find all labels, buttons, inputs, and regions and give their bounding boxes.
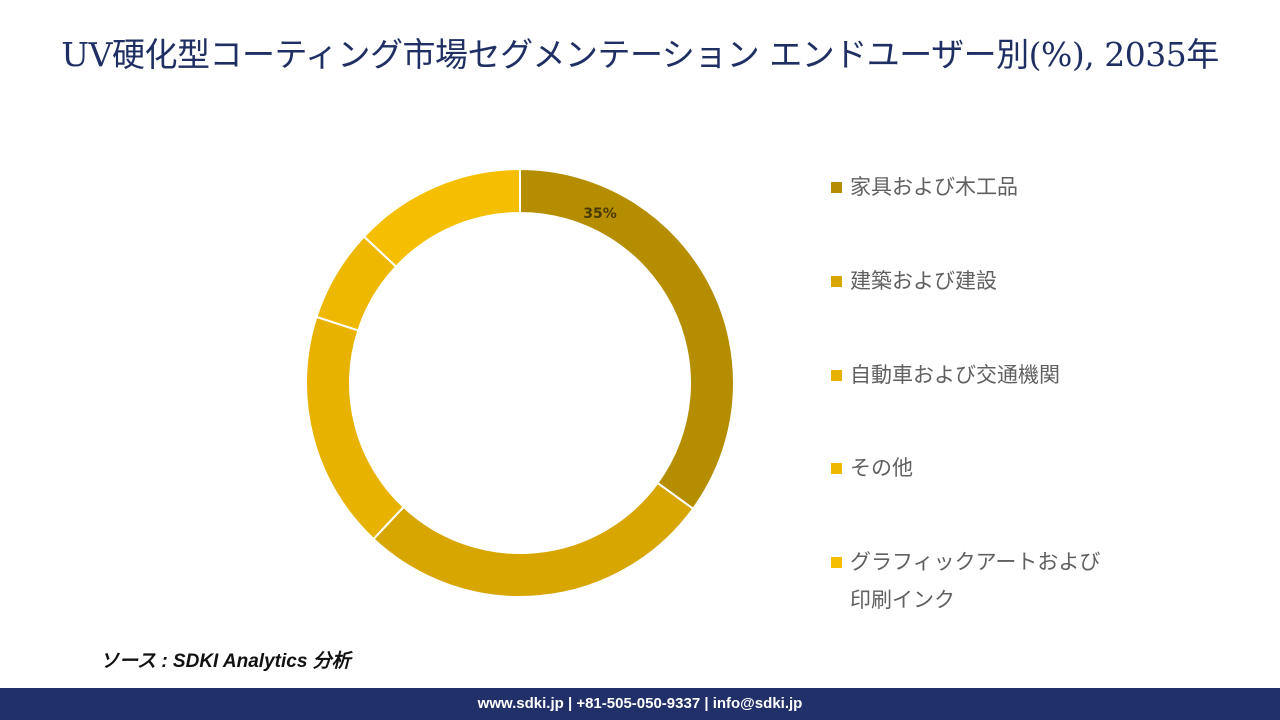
legend-swatch — [831, 276, 842, 287]
footer-contact: www.sdki.jp | +81-505-050-9337 | info@sd… — [477, 695, 803, 712]
donut-slice-construction — [372, 481, 695, 598]
data-label-furniture: 35% — [583, 206, 617, 222]
source-note: ソース : SDKI Analytics 分析 — [100, 651, 351, 672]
donut-slice-automotive — [305, 315, 406, 541]
legend-item-other: その他 — [831, 449, 1120, 487]
donut-slice-graphic-arts — [362, 167, 521, 269]
legend-item-graphic-arts: グラフィックアートおよび印刷インク — [831, 543, 1120, 619]
legend-label: その他 — [850, 456, 913, 480]
chart-title: UV硬化型コーティング市場セグメンテーション エンドユーザー別(%), 2035… — [61, 35, 1219, 74]
legend-label: グラフィックアートおよび印刷インク — [850, 550, 1101, 612]
legend-label: 建築および建設 — [850, 269, 997, 293]
legend-swatch — [831, 370, 842, 381]
legend-item-construction: 建築および建設 — [831, 262, 1120, 300]
legend-swatch — [831, 182, 842, 193]
legend-item-automotive: 自動車および交通機関 — [831, 356, 1120, 394]
legend-label: 自動車および交通機関 — [850, 363, 1060, 387]
donut-slice-furniture — [519, 167, 735, 511]
legend-swatch — [831, 557, 842, 568]
legend-label: 家具および木工品 — [850, 175, 1018, 199]
legend-swatch — [831, 463, 842, 474]
legend-item-furniture: 家具および木工品 — [831, 168, 1120, 206]
footer-bar: www.sdki.jp | +81-505-050-9337 | info@sd… — [0, 688, 1280, 720]
